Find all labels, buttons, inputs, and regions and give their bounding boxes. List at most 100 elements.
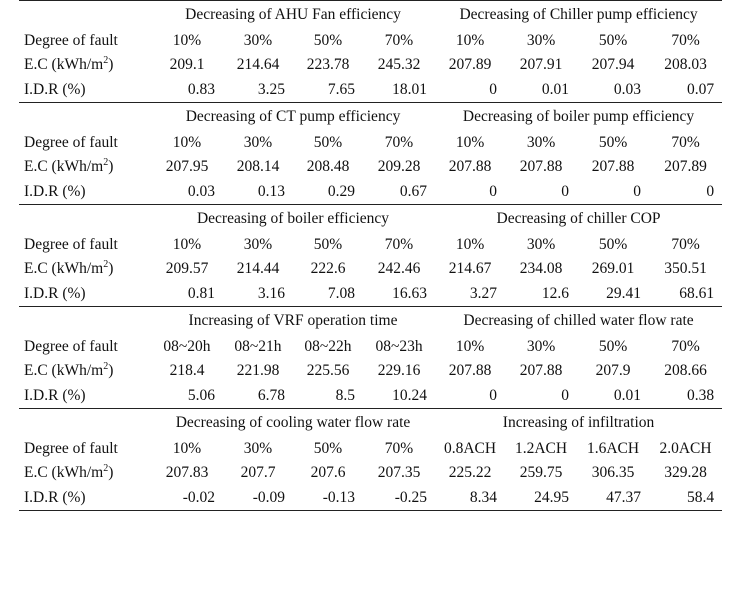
degree-cell: 10% (172, 235, 202, 253)
ec-cell: 259.75 (519, 464, 563, 481)
degree-cell: 1.2ACH (514, 439, 568, 457)
ec-cell: 221.98 (236, 362, 280, 379)
ec-cell: 207.35 (377, 464, 421, 481)
energy-consumption-row: E.C (kWh/m2) 209.57 214.44 222.6 242.46 214.6… (19, 257, 722, 282)
degree-cell: 50% (598, 337, 628, 355)
degree-cell: 70% (671, 235, 700, 253)
degree-cell: 70% (671, 133, 700, 151)
empty-header-cell (19, 102, 151, 131)
idr-cell: 29.41 (606, 284, 642, 302)
ec-cell: 207.88 (448, 362, 492, 379)
ec-cell: 207.95 (165, 158, 209, 175)
ec-cell: 306.35 (591, 464, 635, 481)
left-fault-title: Decreasing of AHU Fan efficiency (151, 0, 436, 29)
degree-cell: 30% (526, 31, 556, 49)
idr-cell: 58.4 (649, 485, 723, 511)
ec-cell: 225.56 (306, 362, 350, 379)
idr-label: I.D.R (%) (24, 182, 86, 200)
ec-cell: 208.66 (664, 362, 707, 379)
ec-cell: 207.89 (448, 56, 492, 73)
block-title-row: Decreasing of boiler efficiency Decreasin… (19, 204, 723, 233)
empty-header-cell (19, 0, 151, 29)
ec-label-suffix: ) (108, 362, 114, 379)
ec-label: E.C (kWh/m2) (19, 155, 151, 180)
idr-cell: 7.65 (327, 80, 355, 98)
idr-cell: 0.13 (257, 182, 285, 200)
right-fault-title: Decreasing of Chiller pump efficiency (435, 0, 723, 29)
energy-consumption-row: E.C (kWh/m2) 207.83 207.7 207.6 207.35 225.22… (19, 461, 722, 486)
energy-consumption-row: E.C (kWh/m2) 207.95 208.14 208.48 209.28 207.… (19, 155, 722, 180)
degree-cell: 10% (172, 31, 202, 49)
idr-label: I.D.R (%) (24, 284, 86, 302)
left-fault-title: Decreasing of CT pump efficiency (151, 102, 436, 131)
degree-cell: 10% (455, 133, 485, 151)
idr-cell: 0.03 (613, 80, 642, 98)
idr-cell: 10.24 (392, 386, 428, 404)
idr-cell: 0.29 (327, 182, 355, 200)
degree-cell: 30% (526, 235, 556, 253)
ec-cell: 208.03 (664, 56, 707, 73)
idr-row: I.D.R (%) 0.81 3.16 7.08 16.63 3.27 12.6 29.41 6… (19, 282, 722, 307)
idr-row: I.D.R (%) -0.02 -0.09 -0.13 -0.25 8.34 24.95 47… (19, 485, 723, 511)
ec-label-suffix: ) (108, 464, 114, 481)
degree-label: Degree of fault (24, 337, 118, 355)
degree-cell: 50% (598, 31, 628, 49)
ec-cell: 242.46 (377, 260, 421, 277)
degree-label: Degree of fault (24, 31, 118, 49)
ec-label-suffix: ) (108, 158, 114, 175)
ec-cell: 269.01 (591, 260, 635, 277)
degree-cell: 30% (526, 337, 556, 355)
left-fault-title: Increasing of VRF operation time (151, 306, 436, 335)
idr-cell: -0.09 (223, 485, 293, 511)
idr-cell: 0 (489, 386, 498, 404)
energy-consumption-row: E.C (kWh/m2) 218.4 221.98 225.56 229.16 207.8… (19, 359, 722, 384)
degree-row: Degree of fault 10% 30% 50% 70% 10% 30% 50% 70% (19, 29, 722, 54)
idr-cell: 6.78 (257, 386, 285, 404)
degree-cell: 10% (455, 337, 485, 355)
degree-cell: 0.8ACH (443, 439, 497, 457)
degree-row: Degree of fault 08~20h 08~21h 08~22h 08~23h 1… (19, 335, 722, 360)
degree-cell: 30% (243, 31, 273, 49)
degree-cell: 50% (313, 133, 343, 151)
idr-cell: 16.63 (392, 284, 428, 302)
degree-cell: 10% (455, 31, 485, 49)
empty-header-cell (19, 408, 151, 437)
ec-label-prefix: E.C (kWh/m (24, 362, 104, 379)
fault-results-table: Decreasing of AHU Fan efficiency Decreasi… (19, 0, 723, 511)
ec-cell: 350.51 (664, 260, 707, 277)
degree-cell: 70% (671, 31, 700, 49)
idr-cell: 0.81 (187, 284, 215, 302)
ec-cell: 229.16 (377, 362, 421, 379)
idr-cell: -0.02 (151, 485, 223, 511)
degree-cell: 30% (243, 133, 273, 151)
idr-cell: 0.67 (399, 182, 428, 200)
degree-row: Degree of fault 10% 30% 50% 70% 10% 30% 50% 70% (19, 131, 722, 156)
ec-label: E.C (kWh/m2) (19, 257, 151, 282)
ec-label-superscript: 2 (103, 55, 109, 66)
idr-cell: 24.95 (505, 485, 578, 511)
degree-cell: 70% (384, 439, 414, 457)
idr-label: I.D.R (%) (24, 386, 86, 404)
degree-cell: 70% (671, 337, 700, 355)
degree-label: Degree of fault (24, 133, 118, 151)
right-fault-title: Increasing of infiltration (435, 408, 723, 437)
ec-label-suffix: ) (108, 260, 114, 277)
degree-cell: 50% (313, 31, 343, 49)
idr-cell: 0.83 (187, 80, 215, 98)
ec-cell: 234.08 (519, 260, 563, 277)
left-fault-title: Decreasing of boiler efficiency (151, 204, 436, 233)
idr-cell: 3.27 (469, 284, 498, 302)
ec-cell: 207.88 (591, 158, 635, 175)
ec-cell: 207.94 (591, 56, 635, 73)
degree-cell: 08~21h (234, 337, 282, 355)
ec-label-superscript: 2 (103, 463, 109, 474)
ec-cell: 218.4 (169, 362, 205, 379)
ec-cell: 207.89 (664, 158, 707, 175)
degree-cell: 50% (313, 439, 343, 457)
idr-cell: 8.34 (435, 485, 506, 511)
ec-cell: 207.91 (519, 56, 563, 73)
idr-cell: 12.6 (541, 284, 570, 302)
ec-cell: 225.22 (448, 464, 492, 481)
degree-cell: 30% (243, 235, 273, 253)
ec-cell: 214.64 (236, 56, 280, 73)
